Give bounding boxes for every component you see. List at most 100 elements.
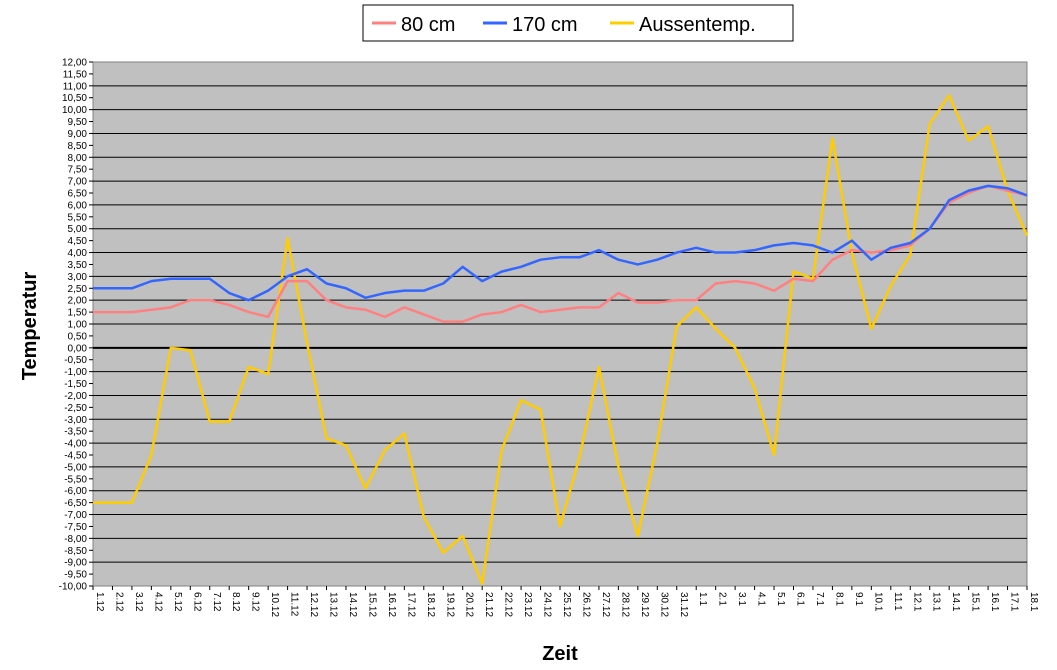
y-tick-label: 7,00	[68, 177, 88, 188]
y-tick-label: 0,00	[68, 343, 88, 354]
x-axis-title: Zeit	[542, 643, 578, 665]
x-tick-label: 12.1	[911, 592, 922, 612]
y-tick-label: -9,50	[64, 570, 87, 581]
series-line-170cm	[93, 184, 1028, 302]
x-tick-label: 13.12	[328, 592, 339, 617]
y-tick-label: -6,50	[64, 498, 87, 509]
y-tick-label: -4,00	[64, 439, 87, 450]
y-tick-label: -5,50	[64, 474, 87, 485]
legend-label-aussentemp: Aussentemp.	[639, 14, 756, 36]
y-tick-label: 4,50	[68, 236, 88, 247]
y-tick-label: 9,00	[68, 129, 88, 140]
grid-lines	[93, 85, 1027, 563]
x-tick-label: 4.12	[152, 592, 163, 612]
x-tick-label: 5.12	[172, 592, 183, 612]
y-tick-label: -2,50	[64, 403, 87, 414]
y-tick-label: 9,50	[68, 117, 88, 128]
y-tick-label: 2,50	[68, 284, 88, 295]
x-tick-label: 9.12	[250, 592, 261, 612]
x-tick-label: 18.12	[425, 592, 436, 617]
legend: 80 cm 170 cm Aussentemp.	[362, 4, 794, 42]
x-tick-label: 28.12	[619, 592, 630, 617]
x-tick-label: 16.1	[989, 592, 1000, 612]
x-axis-ticks: 1.12 2.12 3.12 4.12 5.12 6.12 7.12 8.12 9.12 10.1…	[92, 586, 1039, 617]
series-line-aussentemp	[93, 94, 1029, 585]
y-tick-label: 5,50	[68, 212, 88, 223]
y-tick-label: -3,50	[64, 427, 87, 438]
legend-box	[362, 4, 794, 42]
x-tick-label: 20.12	[464, 592, 475, 617]
x-tick-label: 31.12	[678, 592, 689, 617]
x-tick-label: 15.12	[366, 592, 377, 617]
y-tick-label: -8,00	[64, 534, 87, 545]
y-tick-label: 11,50	[63, 69, 88, 80]
y-tick-label: -1,00	[64, 367, 87, 378]
y-tick-label: -5,00	[64, 462, 87, 473]
series-lines	[93, 94, 1029, 585]
legend-label-170cm: 170 cm	[512, 14, 578, 36]
x-tick-label: 25.12	[561, 592, 572, 617]
x-tick-label: 6.1	[795, 592, 806, 606]
x-tick-label: 26.12	[580, 592, 591, 617]
y-tick-label: 12,00	[62, 58, 87, 69]
y-tick-label: -4,50	[64, 451, 87, 462]
y-tick-label: -10,00	[59, 582, 88, 593]
x-tick-label: 2.1	[717, 592, 728, 606]
y-tick-label: -8,50	[64, 546, 87, 557]
y-tick-label: 6,50	[68, 189, 88, 200]
x-tick-label: 30.12	[658, 592, 669, 617]
y-tick-label: -0,50	[64, 355, 87, 366]
x-tick-label: 14.1	[950, 592, 961, 612]
x-tick-label: 9.1	[853, 592, 864, 606]
y-tick-label: 0,50	[68, 331, 88, 342]
y-tick-label: 1,00	[68, 320, 88, 331]
x-tick-label: 11.1	[892, 592, 903, 611]
x-tick-label: 17.12	[405, 592, 416, 617]
y-tick-label: 3,50	[68, 260, 88, 271]
x-tick-label: 8.1	[833, 592, 844, 606]
x-tick-label: 27.12	[600, 592, 611, 617]
y-tick-label: 1,50	[68, 308, 88, 319]
x-tick-label: 6.12	[191, 592, 202, 612]
x-tick-label: 15.1	[970, 592, 981, 612]
x-tick-label: 3.12	[133, 592, 144, 612]
y-axis-ticks: -10,00-9,50-9,00-8,50-8,00-7,50-7,00-6,5…	[59, 58, 93, 593]
x-tick-label: 7.1	[814, 592, 825, 606]
y-tick-label: 6,00	[68, 200, 88, 211]
series-line-80cm	[93, 184, 1028, 323]
y-tick-label: -3,00	[64, 415, 87, 426]
y-tick-label: 4,00	[68, 248, 88, 259]
y-tick-label: -9,00	[64, 558, 87, 569]
x-tick-label: 12.12	[308, 592, 319, 617]
x-tick-label: 5.1	[775, 592, 786, 606]
x-tick-label: 1.12	[94, 592, 105, 612]
y-tick-label: 8,00	[68, 153, 88, 164]
x-tick-label: 29.12	[639, 592, 650, 617]
y-tick-label: 7,50	[68, 165, 88, 176]
y-tick-label: 2,00	[68, 296, 88, 307]
x-tick-label: 14.12	[347, 592, 358, 617]
x-tick-label: 24.12	[542, 592, 553, 617]
x-tick-label: 1.1	[697, 592, 708, 606]
y-tick-label: 10,00	[62, 105, 87, 116]
x-tick-label: 16.12	[386, 592, 397, 617]
x-tick-label: 23.12	[522, 592, 533, 617]
legend-label-80cm: 80 cm	[401, 14, 455, 36]
y-tick-label: 11,00	[63, 81, 88, 92]
x-tick-label: 13.1	[931, 592, 942, 612]
y-axis-title: Temperatur	[19, 272, 41, 381]
y-tick-label: 10,50	[62, 93, 87, 104]
y-tick-label: -2,00	[64, 391, 87, 402]
x-tick-label: 11.12	[289, 592, 300, 617]
x-tick-label: 19.12	[444, 592, 455, 617]
x-tick-label: 18.1	[1028, 592, 1039, 612]
y-tick-label: 5,00	[68, 224, 88, 235]
y-tick-label: -7,50	[64, 522, 87, 533]
x-tick-label: 4.1	[756, 592, 767, 606]
x-tick-label: 21.12	[483, 592, 494, 617]
x-tick-label: 7.12	[211, 592, 222, 612]
y-tick-label: -1,50	[64, 379, 87, 390]
y-tick-label: -6,00	[64, 486, 87, 497]
x-tick-label: 2.12	[113, 592, 124, 612]
